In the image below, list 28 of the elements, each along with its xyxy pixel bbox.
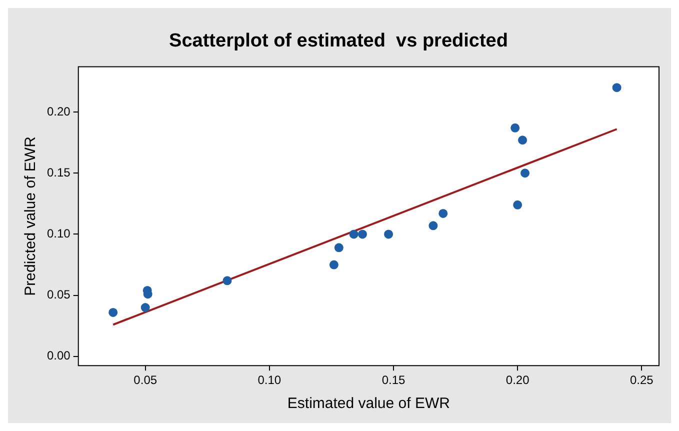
point	[108, 308, 118, 317]
y-tick-label: 0.00	[46, 348, 71, 363]
point	[510, 123, 520, 132]
point	[513, 200, 522, 210]
x-tick-label: 0.20	[506, 373, 530, 388]
y-axis-title: Predicted value of EWR	[22, 136, 40, 296]
y-tick-label: 0.05	[46, 288, 71, 302]
y-tick-label: 0.20	[46, 104, 71, 118]
point	[334, 243, 344, 252]
point	[384, 230, 394, 239]
point	[349, 230, 358, 239]
point	[428, 221, 438, 230]
point	[612, 83, 622, 92]
x-axis-title: Estimated value of EWR	[287, 395, 450, 412]
x-tick-label: 0.10	[258, 373, 282, 388]
point	[518, 136, 528, 145]
x-tick-label: 0.05	[134, 373, 158, 388]
point	[222, 276, 232, 286]
point	[358, 230, 367, 239]
chart-title: Scatterplot of estimated vs predicted	[169, 30, 508, 52]
point	[520, 168, 530, 178]
x-tick-label: 0.15	[382, 373, 406, 388]
y-tick-label: 0.15	[46, 165, 71, 180]
point	[438, 208, 448, 218]
point	[140, 303, 150, 312]
point	[329, 260, 338, 270]
x-tick-label: 0.25	[630, 373, 654, 388]
y-tick-label: 0.10	[46, 226, 71, 241]
